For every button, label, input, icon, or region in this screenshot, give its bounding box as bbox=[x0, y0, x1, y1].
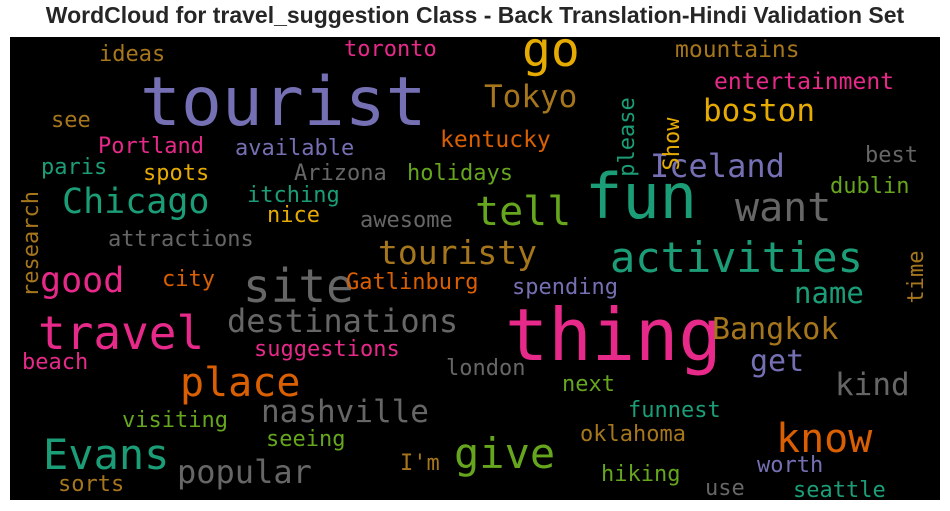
word-place: place bbox=[180, 360, 300, 406]
word-ideas: ideas bbox=[99, 42, 165, 67]
word-activities: activities bbox=[610, 233, 863, 282]
word-want: want bbox=[735, 185, 831, 231]
word-funnest: funnest bbox=[628, 398, 721, 423]
word-nashville: nashville bbox=[261, 394, 429, 430]
word-sorts: sorts bbox=[58, 472, 124, 497]
word-please: please bbox=[615, 97, 640, 176]
word-know: know bbox=[776, 416, 873, 462]
word-attractions: attractions bbox=[108, 227, 254, 252]
word-nice: nice bbox=[267, 203, 320, 228]
word-visiting: visiting bbox=[122, 408, 228, 433]
word-boston: boston bbox=[703, 93, 815, 129]
word-i-m: I'm bbox=[400, 451, 440, 476]
word-next: next bbox=[562, 372, 615, 397]
word-kind: kind bbox=[835, 367, 910, 403]
word-oklahoma: oklahoma bbox=[580, 422, 686, 447]
word-spending: spending bbox=[512, 275, 618, 300]
word-seeing: seeing bbox=[266, 427, 345, 452]
word-tell: tell bbox=[475, 189, 571, 235]
word-awesome: awesome bbox=[360, 208, 453, 233]
word-thing: thing bbox=[505, 293, 722, 377]
word-london: london bbox=[446, 356, 525, 381]
word-go: go bbox=[522, 37, 580, 78]
word-suggestions: suggestions bbox=[254, 337, 400, 362]
word-research: research bbox=[19, 191, 44, 297]
word-name: name bbox=[794, 276, 864, 310]
word-give: give bbox=[454, 429, 555, 478]
word-evans: Evans bbox=[43, 430, 169, 479]
word-portland: Portland bbox=[98, 134, 204, 159]
word-arizona: Arizona bbox=[294, 161, 387, 186]
word-holidays: holidays bbox=[407, 161, 513, 186]
word-paris: paris bbox=[41, 155, 107, 180]
word-worth: worth bbox=[757, 453, 823, 478]
word-city: city bbox=[162, 267, 215, 292]
word-good: good bbox=[40, 261, 124, 301]
word-iceland: Iceland bbox=[650, 147, 785, 185]
word-destinations: destinations bbox=[227, 302, 458, 340]
word-chicago: Chicago bbox=[62, 182, 210, 222]
word-gatlinburg: Gatlinburg bbox=[346, 270, 478, 295]
word-dublin: dublin bbox=[830, 174, 909, 199]
word-site: site bbox=[243, 259, 354, 313]
word-best: best bbox=[865, 143, 918, 168]
word-travel: travel bbox=[38, 306, 204, 360]
word-touristy: touristy bbox=[378, 233, 537, 272]
word-hiking: hiking bbox=[601, 462, 680, 487]
word-tourist: tourist bbox=[140, 63, 427, 142]
wordcloud-svg: tourist thing fun go travel site activities Eva… bbox=[19, 37, 929, 500]
wordcloud-panel: tourist thing fun go travel site activities Eva… bbox=[10, 37, 940, 500]
word-beach: beach bbox=[22, 350, 88, 375]
word-bangkok: Bangkok bbox=[712, 312, 838, 347]
chart-title: WordCloud for travel_suggestion Class - … bbox=[45, 2, 905, 28]
word-use: use bbox=[705, 476, 745, 500]
word-see: see bbox=[51, 108, 91, 133]
word-spots: spots bbox=[143, 161, 209, 186]
word-mountains: mountains bbox=[675, 37, 800, 63]
word-get: get bbox=[750, 344, 804, 379]
word-fun: fun bbox=[585, 160, 697, 233]
word-kentucky: kentucky bbox=[440, 127, 551, 153]
word-time: time bbox=[904, 251, 929, 304]
word-available: available bbox=[235, 136, 354, 161]
word-tokyo: Tokyo bbox=[484, 79, 577, 115]
word-toronto: toronto bbox=[344, 37, 437, 62]
word-show: Show bbox=[660, 117, 685, 171]
word-entertainment: entertainment bbox=[714, 69, 894, 95]
word-seattle: seattle bbox=[793, 478, 886, 500]
word-itching: itching bbox=[247, 183, 340, 208]
word-popular: popular bbox=[177, 453, 312, 491]
